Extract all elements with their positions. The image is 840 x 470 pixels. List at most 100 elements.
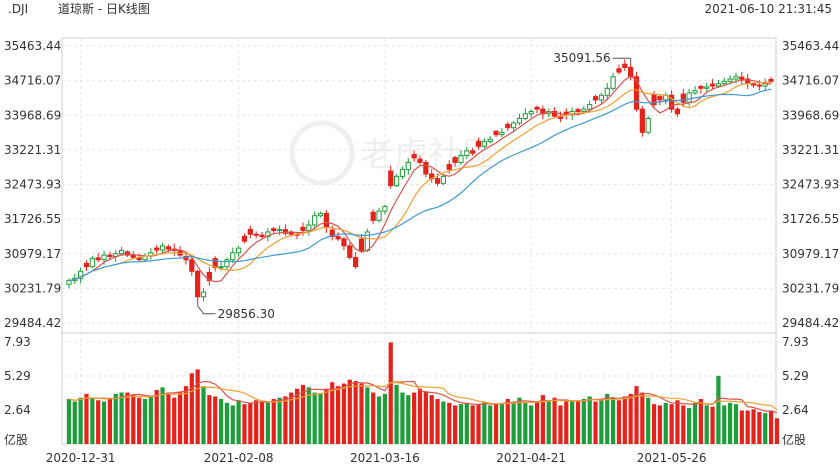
- volume-bar: [353, 380, 358, 444]
- axis-labels: 35463.44 35463.44 34716.07 34716.07 33968.69…: [4, 39, 839, 465]
- price-tick-right: 31726.55: [782, 212, 839, 226]
- candle-body: [516, 117, 523, 124]
- volume-bar: [417, 388, 423, 444]
- candle-body: [674, 108, 681, 115]
- volume-bar: [441, 401, 446, 444]
- candle-body: [382, 205, 388, 212]
- volume-bar: [657, 405, 663, 444]
- candle-body: [692, 90, 698, 94]
- volume-tick-right: 2.64: [782, 403, 809, 417]
- candle-body: [159, 245, 166, 251]
- volume-bar: [230, 405, 235, 444]
- volume-bar: [137, 397, 142, 444]
- candle-body: [657, 96, 663, 101]
- candle-body: [750, 83, 757, 86]
- volume-bar: [207, 395, 212, 444]
- volume-bar: [733, 404, 739, 444]
- volume-bar: [218, 398, 224, 444]
- candle-body: [551, 110, 558, 117]
- candle-body: [282, 229, 289, 234]
- volume-bar: [458, 404, 464, 444]
- volume-bar: [529, 405, 534, 444]
- date-label: 2021-04-21: [496, 451, 566, 465]
- volume-bar: [499, 402, 505, 444]
- volume-bar: [716, 375, 721, 444]
- candle-body: [95, 257, 101, 261]
- candle-body: [598, 94, 604, 101]
- candle-body: [493, 130, 499, 136]
- volume-ma-lines: [68, 380, 778, 414]
- volume-bar: [768, 410, 774, 444]
- ma-long-line: [68, 88, 772, 282]
- candle-body: [715, 83, 722, 87]
- annotations: 35091.56 29856.30: [197, 51, 632, 321]
- price-tick-left: 29484.42: [4, 316, 61, 330]
- candle-body: [709, 83, 716, 87]
- candlesticks: [66, 59, 774, 306]
- low-annotation-label: 29856.30: [218, 307, 275, 321]
- volume-bar: [505, 398, 510, 444]
- candle-body: [224, 259, 230, 268]
- volume-bar: [213, 396, 218, 444]
- candle-body: [645, 117, 651, 133]
- volume-bar: [429, 395, 434, 444]
- candle-body: [124, 251, 131, 256]
- price-tick-left: 34716.07: [4, 74, 61, 88]
- volume-bar: [728, 402, 733, 444]
- candle-body: [452, 157, 458, 163]
- candle-body: [66, 280, 72, 285]
- volume-bar: [406, 395, 411, 444]
- volume-bar: [306, 387, 311, 444]
- volume-bar: [593, 401, 598, 444]
- candle-body: [668, 94, 675, 110]
- price-tick-left: 32473.93: [4, 178, 61, 192]
- volume-bar: [634, 386, 639, 444]
- date-label: 2021-03-16: [350, 451, 420, 465]
- volume-bar: [248, 402, 253, 444]
- candle-body: [499, 131, 505, 136]
- candle-body: [130, 254, 136, 258]
- candle-body: [271, 228, 277, 232]
- candle-body: [733, 76, 739, 80]
- candle-body: [511, 122, 517, 129]
- volume-bar: [371, 392, 376, 444]
- candle-body: [183, 255, 189, 261]
- candle-body: [458, 154, 464, 163]
- candle-body: [464, 150, 470, 156]
- price-ma-lines: [68, 75, 772, 283]
- date-label: 2021-05-26: [637, 451, 707, 465]
- candle-body: [581, 108, 587, 112]
- volume-bar: [564, 401, 569, 444]
- volume-bar: [359, 383, 364, 444]
- volume-bar: [763, 413, 768, 444]
- volume-bar: [72, 401, 77, 444]
- candle-body: [259, 234, 265, 238]
- candle-body: [370, 211, 376, 221]
- candle-body: [165, 246, 172, 250]
- candle-body: [633, 76, 640, 110]
- volume-bar: [610, 397, 616, 444]
- volume-unit-right: 亿股: [782, 432, 806, 447]
- candle-body: [329, 229, 335, 238]
- price-tick-left: 30231.79: [4, 281, 61, 295]
- candle-body: [253, 233, 259, 236]
- volume-bar: [289, 392, 294, 444]
- candle-body: [358, 238, 365, 251]
- volume-bar: [113, 393, 118, 444]
- volume-bar: [774, 418, 780, 444]
- volume-bar: [142, 398, 148, 444]
- price-tick-left: 31726.55: [4, 212, 61, 226]
- price-tick-right: 35463.44: [782, 39, 839, 53]
- volume-bar: [722, 405, 727, 444]
- volume-bar: [575, 400, 581, 444]
- candle-body: [587, 104, 593, 110]
- volume-bar: [587, 396, 592, 444]
- volume-bar: [201, 386, 206, 444]
- volume-bar: [470, 405, 475, 444]
- ma-mid-line: [68, 81, 772, 282]
- volume-bar: [453, 405, 458, 444]
- volume-bar: [66, 398, 72, 444]
- candle-body: [522, 113, 528, 119]
- volume-bars: [66, 342, 780, 444]
